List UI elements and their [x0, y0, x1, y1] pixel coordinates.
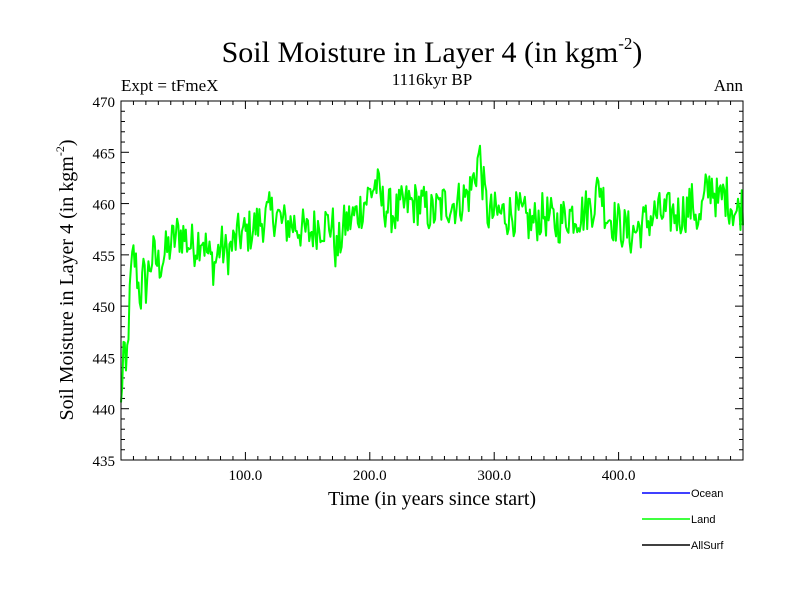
- subtitle-center: 1116kyr BP: [392, 70, 472, 89]
- subtitle-right: Ann: [714, 76, 744, 95]
- y-tick-label: 440: [93, 403, 116, 419]
- y-tick-label: 465: [93, 146, 116, 162]
- chart-title: Soil Moisture in Layer 4 (in kgm-2): [222, 34, 643, 69]
- y-tick-label: 445: [93, 351, 116, 367]
- y-tick-label: 450: [93, 300, 116, 316]
- y-tick-label: 455: [93, 249, 116, 265]
- legend-label-land: Land: [691, 514, 715, 526]
- legend: Ocean Land AllSurf: [642, 488, 724, 552]
- axis-ticks: 435 440 445 450 455 460 465 470 100.0 200.0 300.0 4…: [93, 95, 743, 484]
- y-tick-label: 470: [93, 95, 116, 111]
- plot-frame: [120, 100, 744, 461]
- y-axis-label: Soil Moisture in Layer 4 (in kgm-2): [53, 139, 78, 420]
- x-tick-label: 200.0: [353, 468, 387, 484]
- legend-label-ocean: Ocean: [691, 488, 723, 500]
- legend-label-allsurf: AllSurf: [691, 540, 724, 552]
- y-tick-label: 460: [93, 198, 116, 214]
- series-line-land: [120, 144, 744, 403]
- subtitle-left: Expt = tFmeX: [121, 76, 218, 95]
- x-axis-label: Time (in years since start): [328, 488, 536, 510]
- x-tick-label: 400.0: [602, 468, 636, 484]
- x-tick-label: 100.0: [229, 468, 263, 484]
- x-tick-label: 300.0: [477, 468, 511, 484]
- plot-area: [120, 144, 744, 403]
- y-tick-label: 435: [93, 454, 116, 470]
